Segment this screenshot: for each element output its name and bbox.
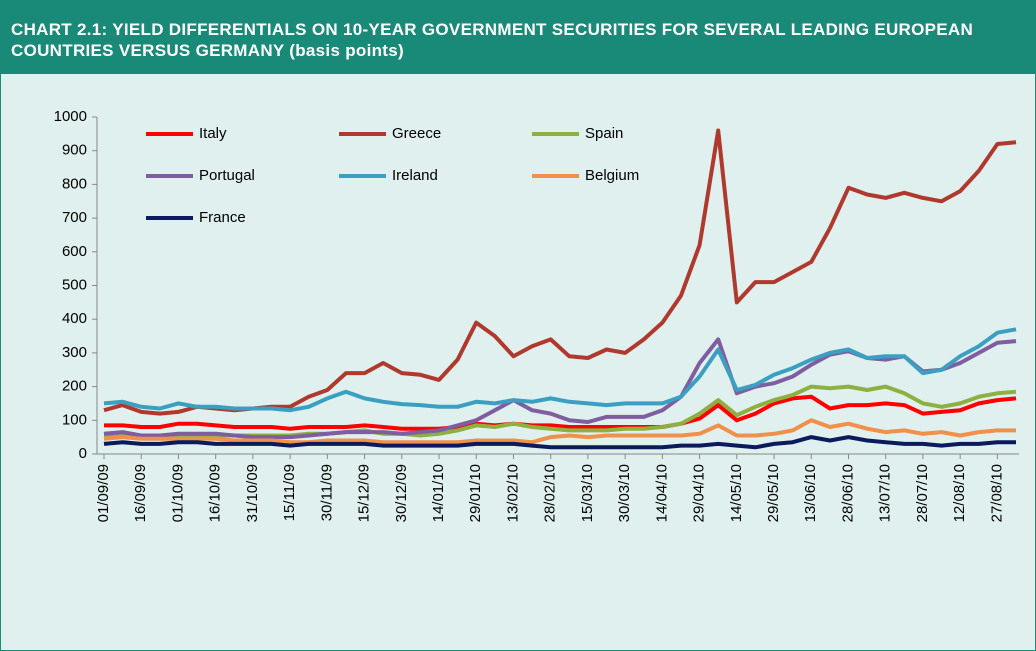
y-tick-label: 900 (62, 142, 87, 159)
y-tick-label: 600 (62, 243, 87, 260)
legend-label: Ireland (392, 167, 438, 184)
x-tick-label: 13/06/10 (802, 464, 819, 522)
y-tick-label: 400 (62, 310, 87, 327)
x-tick-label: 15/11/09 (281, 464, 298, 521)
x-tick-label: 16/09/09 (132, 464, 149, 522)
x-tick-label: 28/02/10 (542, 464, 559, 522)
header: CHART 2.1: YIELD DIFFERENTIALS ON 10-YEA… (1, 1, 1035, 74)
y-tick-label: 0 (79, 445, 87, 462)
x-tick-label: 14/05/10 (728, 464, 745, 522)
x-tick-label: 16/10/09 (207, 464, 224, 522)
x-tick-label: 13/07/10 (877, 464, 894, 522)
x-tick-label: 28/07/10 (914, 464, 931, 522)
y-tick-label: 200 (62, 378, 87, 395)
x-tick-label: 15/03/10 (579, 464, 596, 522)
x-tick-label: 30/12/09 (393, 464, 410, 522)
y-tick-label: 700 (62, 209, 87, 226)
x-tick-label: 14/01/10 (430, 464, 447, 522)
x-tick-label: 29/05/10 (765, 464, 782, 522)
series-line (104, 394, 1017, 431)
x-tick-label: 29/01/10 (467, 464, 484, 522)
y-tick-label: 300 (62, 344, 87, 361)
series-line (103, 435, 1016, 450)
x-tick-label: 30/03/10 (616, 464, 633, 522)
y-tick-label: 500 (62, 276, 87, 293)
x-tick-label: 28/06/10 (839, 464, 856, 522)
x-tick-label: 29/04/10 (691, 464, 708, 522)
series-line (103, 418, 1016, 445)
x-tick-label: 12/08/10 (951, 464, 968, 522)
x-tick-label: 13/02/10 (504, 464, 521, 522)
x-tick-label: 27/08/10 (988, 464, 1005, 522)
legend-label: France (199, 209, 246, 226)
y-tick-label: 100 (62, 411, 87, 428)
x-tick-label: 14/04/10 (653, 464, 670, 522)
y-tick-label: 800 (62, 175, 87, 192)
x-tick-label: 15/12/09 (356, 464, 373, 522)
x-tick-label: 31/10/09 (244, 464, 261, 522)
chart-title: CHART 2.1: YIELD DIFFERENTIALS ON 10-YEA… (11, 20, 974, 60)
series-line (103, 327, 1017, 413)
y-tick-label: 1000 (54, 108, 87, 125)
x-tick-label: 01/09/09 (95, 464, 112, 522)
x-tick-label: 30/11/09 (318, 464, 335, 521)
legend-label: Greece (392, 125, 441, 142)
legend-label: Portugal (199, 167, 255, 184)
legend-label: Italy (199, 125, 227, 142)
legend-label: Belgium (585, 167, 639, 184)
legend-label: Spain (585, 125, 623, 142)
x-tick-label: 01/10/09 (169, 464, 186, 522)
